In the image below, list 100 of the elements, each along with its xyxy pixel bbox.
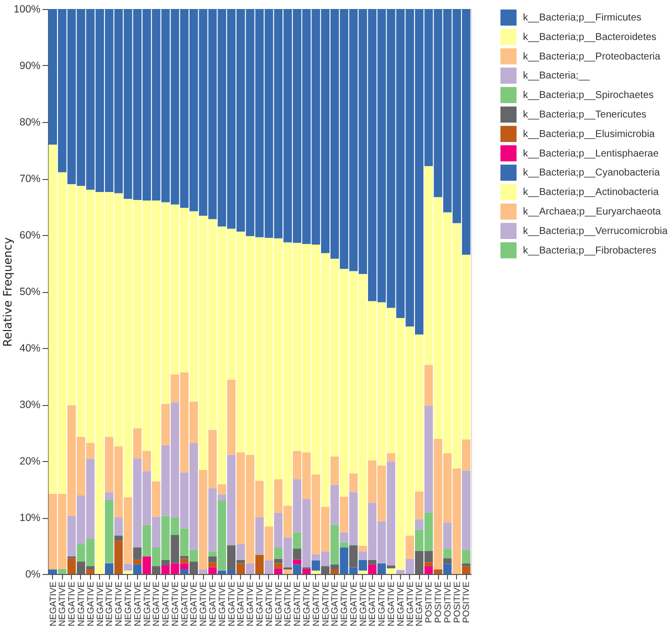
x-tick-label: NEGATIVE xyxy=(48,582,58,626)
x-tick-label: NEGATIVE xyxy=(358,582,368,626)
bar xyxy=(246,563,254,574)
bar xyxy=(114,536,123,541)
bar xyxy=(48,569,58,574)
bar xyxy=(312,560,320,571)
y-tick-label: 50% xyxy=(19,286,40,298)
bar xyxy=(180,558,189,564)
x-tick-label: NEGATIVE xyxy=(122,582,133,626)
bar xyxy=(264,526,274,560)
bar xyxy=(208,562,217,568)
x-tick-label: NEGATIVE xyxy=(367,582,378,626)
bar xyxy=(349,473,358,492)
bar xyxy=(406,536,414,559)
x-tick-label: NEGATIVE xyxy=(264,582,274,626)
legend-label: k__Bacteria;p__Elusimicrobia xyxy=(523,128,656,140)
y-tick-label: 10% xyxy=(19,512,40,524)
x-tick-label: NEGATIVE xyxy=(76,582,86,626)
legend-label: k__Bacteria;p__Spirochaetes xyxy=(523,90,654,102)
bar xyxy=(377,563,386,574)
bar xyxy=(462,550,470,564)
legend-label: k__Bacteria;__ xyxy=(523,70,590,82)
x-tick-label: NEGATIVE xyxy=(198,582,208,626)
x-tick-label: NEGATIVE xyxy=(151,582,162,626)
bar xyxy=(292,532,302,549)
x-tick-label: NEGATIVE xyxy=(216,582,227,626)
bar xyxy=(255,554,264,574)
x-tick-label: NEGATIVE xyxy=(236,582,246,626)
bar xyxy=(124,570,132,574)
legend-label: k__Bacteria;p__Firmicutes xyxy=(523,12,642,24)
x-tick-label: NEGATIVE xyxy=(94,582,105,626)
legend-label: k__Bacteria;p__Bacteroidetes xyxy=(523,32,656,43)
y-tick-label: 0% xyxy=(25,568,40,580)
x-tick-label: POSITIVE xyxy=(461,582,472,624)
legend-label: k__Archaea;p__Euryarchaeota xyxy=(523,206,662,218)
y-tick-label: 90% xyxy=(19,60,40,72)
bar xyxy=(208,567,217,574)
x-tick-label: NEGATIVE xyxy=(395,582,406,626)
x-tick-label: NEGATIVE xyxy=(414,582,424,626)
legend-label: k__Bacteria;p__Cyanobacteria xyxy=(523,168,660,179)
x-tick-label: NEGATIVE xyxy=(179,582,190,626)
y-tick-label: 80% xyxy=(19,116,40,128)
bar xyxy=(152,481,160,517)
bar xyxy=(104,563,114,574)
x-tick-label: NEGATIVE xyxy=(142,582,152,626)
bar xyxy=(292,548,302,560)
x-tick-label: NEGATIVE xyxy=(339,582,350,626)
bar xyxy=(198,569,208,574)
bar xyxy=(114,518,123,536)
bar xyxy=(67,558,76,574)
x-tick-label: NEGATIVE xyxy=(404,582,415,626)
bar xyxy=(349,545,358,568)
bar xyxy=(386,566,396,568)
bar xyxy=(133,560,142,564)
bar xyxy=(86,569,95,574)
legend-label: k__Bacteria;p__Proteobacteria xyxy=(523,51,661,62)
x-tick-label: NEGATIVE xyxy=(386,582,396,626)
bar xyxy=(330,484,339,525)
bar xyxy=(358,570,368,574)
x-tick-label: NEGATIVE xyxy=(226,582,236,626)
bar xyxy=(302,568,311,574)
x-tick-label: NEGATIVE xyxy=(348,582,358,626)
x-tick-label: NEGATIVE xyxy=(292,582,302,626)
x-tick-label: NEGATIVE xyxy=(273,582,284,626)
bar xyxy=(208,556,217,562)
bar xyxy=(340,496,348,532)
bar xyxy=(104,492,114,500)
bar xyxy=(161,404,170,446)
legend-label: k__Bacteria;p__Fibrobacteres xyxy=(523,245,656,256)
bar xyxy=(424,406,433,512)
x-tick-label: NEGATIVE xyxy=(320,582,330,626)
bar xyxy=(255,518,264,555)
legend-label: k__Bacteria;p__Tenericutes xyxy=(523,110,646,120)
bar xyxy=(330,569,339,574)
bar xyxy=(236,563,245,574)
bar xyxy=(264,560,274,574)
bar xyxy=(292,560,302,564)
bar xyxy=(133,547,142,560)
bar xyxy=(386,453,396,462)
y-tick-label: 20% xyxy=(19,456,40,468)
bar xyxy=(180,569,189,574)
x-tick-label: NEGATIVE xyxy=(85,582,96,626)
bar xyxy=(415,519,424,530)
bar xyxy=(368,564,376,574)
bar xyxy=(274,558,283,564)
x-tick-label: NEGATIVE xyxy=(330,582,340,626)
x-tick-label: NEGATIVE xyxy=(104,582,114,626)
y-tick-label: 30% xyxy=(19,399,40,411)
x-tick-label: POSITIVE xyxy=(452,582,462,624)
bar xyxy=(424,566,433,574)
x-tick-label: NEGATIVE xyxy=(310,582,321,626)
legend-label: k__Bacteria;p__Verrucomicrobia xyxy=(523,226,668,237)
bar xyxy=(292,564,302,574)
x-tick-label: NEGATIVE xyxy=(160,582,171,626)
bar xyxy=(274,568,283,574)
x-tick-label: NEGATIVE xyxy=(208,582,218,626)
x-tick-label: POSITIVE xyxy=(442,582,452,624)
bar xyxy=(462,566,470,574)
y-tick-label: 100% xyxy=(14,4,40,16)
y-tick-label: 60% xyxy=(19,230,40,242)
